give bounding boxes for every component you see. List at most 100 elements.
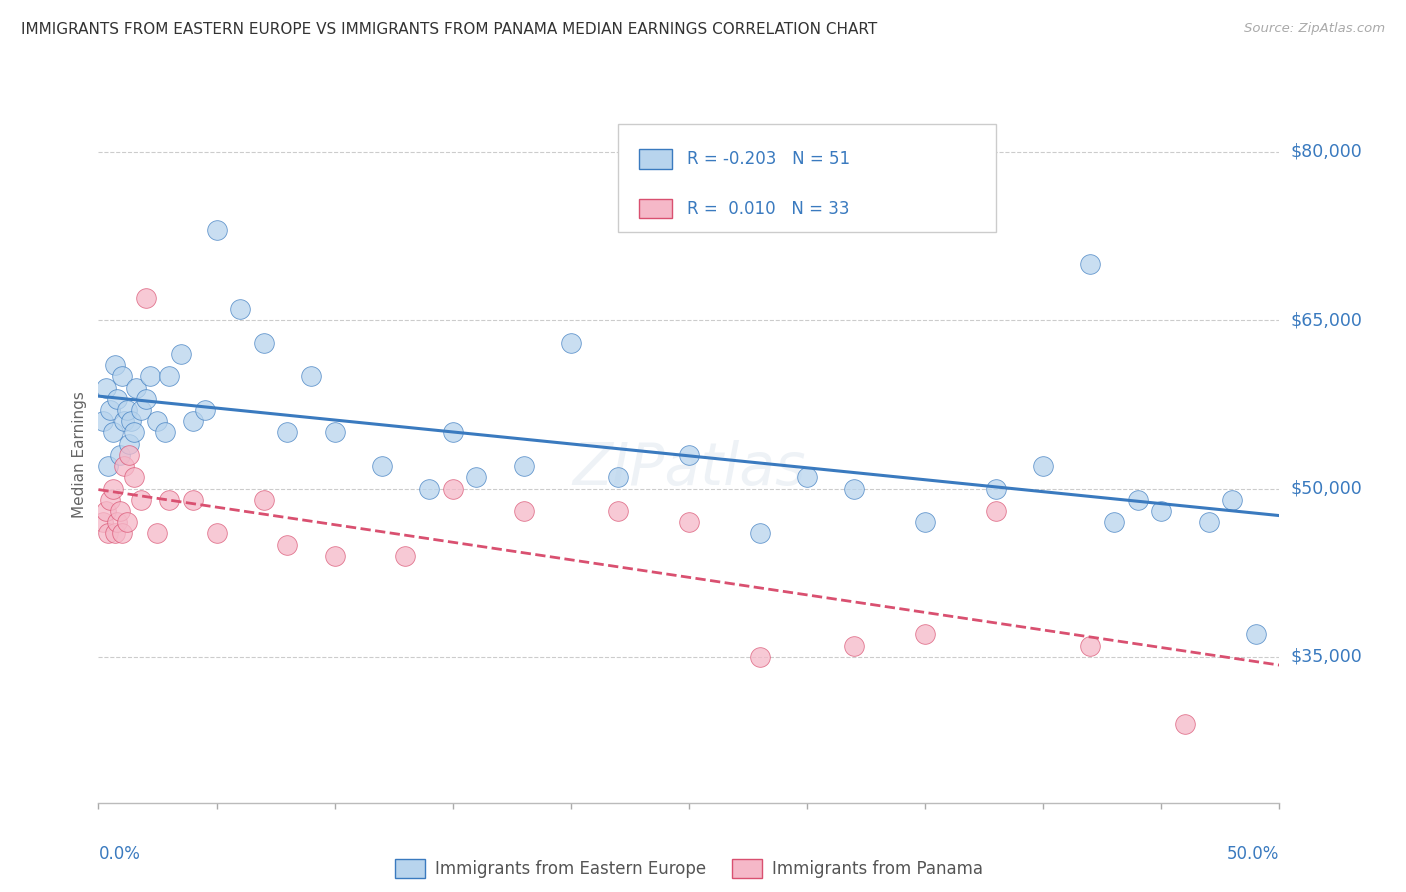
Point bbox=[94, 504, 117, 518]
Point bbox=[914, 515, 936, 529]
Point bbox=[105, 515, 128, 529]
Point bbox=[122, 425, 145, 440]
Point bbox=[1102, 515, 1125, 529]
Point bbox=[253, 492, 276, 507]
Point bbox=[129, 403, 152, 417]
Text: Source: ZipAtlas.com: Source: ZipAtlas.com bbox=[1244, 22, 1385, 36]
Point bbox=[678, 515, 700, 529]
Point bbox=[111, 369, 134, 384]
Point bbox=[1032, 459, 1054, 474]
Point bbox=[101, 482, 124, 496]
Point bbox=[253, 335, 276, 350]
Point bbox=[1244, 627, 1267, 641]
Point bbox=[371, 459, 394, 474]
Point bbox=[984, 482, 1007, 496]
Point bbox=[394, 549, 416, 563]
Point bbox=[205, 526, 228, 541]
Point bbox=[153, 425, 176, 440]
Point bbox=[101, 425, 124, 440]
Point bbox=[115, 515, 138, 529]
Point bbox=[607, 470, 630, 484]
Point bbox=[125, 381, 148, 395]
Text: $35,000: $35,000 bbox=[1291, 648, 1362, 666]
Point bbox=[1080, 257, 1102, 271]
Point bbox=[97, 459, 120, 474]
Text: $50,000: $50,000 bbox=[1291, 480, 1362, 498]
Point bbox=[118, 448, 141, 462]
Text: IMMIGRANTS FROM EASTERN EUROPE VS IMMIGRANTS FROM PANAMA MEDIAN EARNINGS CORRELA: IMMIGRANTS FROM EASTERN EUROPE VS IMMIGR… bbox=[21, 22, 877, 37]
Point bbox=[111, 526, 134, 541]
Point bbox=[157, 492, 180, 507]
Point bbox=[276, 425, 298, 440]
Point bbox=[441, 482, 464, 496]
Point bbox=[112, 459, 135, 474]
Point bbox=[194, 403, 217, 417]
Point bbox=[108, 448, 131, 462]
Y-axis label: Median Earnings: Median Earnings bbox=[72, 392, 87, 518]
Text: $80,000: $80,000 bbox=[1291, 143, 1362, 161]
Point bbox=[104, 358, 127, 372]
Point bbox=[97, 526, 120, 541]
Text: 50.0%: 50.0% bbox=[1227, 845, 1279, 863]
Point bbox=[796, 470, 818, 484]
Point bbox=[146, 526, 169, 541]
Point bbox=[465, 470, 488, 484]
Text: 0.0%: 0.0% bbox=[98, 845, 141, 863]
Point bbox=[205, 223, 228, 237]
Point bbox=[115, 403, 138, 417]
Point bbox=[181, 492, 204, 507]
Point bbox=[299, 369, 322, 384]
Point bbox=[1174, 717, 1197, 731]
Point bbox=[170, 347, 193, 361]
Point bbox=[678, 448, 700, 462]
Point bbox=[91, 515, 114, 529]
Text: $65,000: $65,000 bbox=[1291, 311, 1362, 329]
Point bbox=[914, 627, 936, 641]
Point bbox=[104, 526, 127, 541]
Text: ZIPatlas: ZIPatlas bbox=[572, 441, 806, 498]
Point bbox=[135, 392, 157, 406]
Point bbox=[135, 291, 157, 305]
Point bbox=[121, 414, 143, 428]
Point bbox=[118, 436, 141, 450]
Point bbox=[1198, 515, 1220, 529]
Point bbox=[1150, 504, 1173, 518]
Point bbox=[844, 482, 866, 496]
Point bbox=[129, 492, 152, 507]
Point bbox=[748, 649, 770, 664]
Point bbox=[229, 301, 252, 316]
Point bbox=[323, 425, 346, 440]
Text: R = -0.203   N = 51: R = -0.203 N = 51 bbox=[686, 150, 849, 168]
Point bbox=[122, 470, 145, 484]
Point bbox=[1080, 639, 1102, 653]
Point bbox=[98, 403, 121, 417]
Text: R =  0.010   N = 33: R = 0.010 N = 33 bbox=[686, 200, 849, 218]
Legend: Immigrants from Eastern Europe, Immigrants from Panama: Immigrants from Eastern Europe, Immigran… bbox=[388, 853, 990, 885]
Point bbox=[560, 335, 582, 350]
Point bbox=[418, 482, 440, 496]
FancyBboxPatch shape bbox=[640, 199, 672, 219]
Point bbox=[512, 459, 534, 474]
Point bbox=[276, 538, 298, 552]
Point bbox=[441, 425, 464, 440]
Point bbox=[98, 492, 121, 507]
FancyBboxPatch shape bbox=[619, 124, 995, 232]
Point bbox=[844, 639, 866, 653]
Point bbox=[748, 526, 770, 541]
Point bbox=[91, 414, 114, 428]
Point bbox=[108, 504, 131, 518]
Point bbox=[984, 504, 1007, 518]
Point bbox=[105, 392, 128, 406]
Point bbox=[94, 381, 117, 395]
Point bbox=[112, 414, 135, 428]
FancyBboxPatch shape bbox=[640, 149, 672, 169]
Point bbox=[323, 549, 346, 563]
Point bbox=[157, 369, 180, 384]
Point bbox=[1126, 492, 1149, 507]
Point bbox=[146, 414, 169, 428]
Point bbox=[607, 504, 630, 518]
Point bbox=[1220, 492, 1243, 507]
Point bbox=[139, 369, 162, 384]
Point bbox=[512, 504, 534, 518]
Point bbox=[181, 414, 204, 428]
